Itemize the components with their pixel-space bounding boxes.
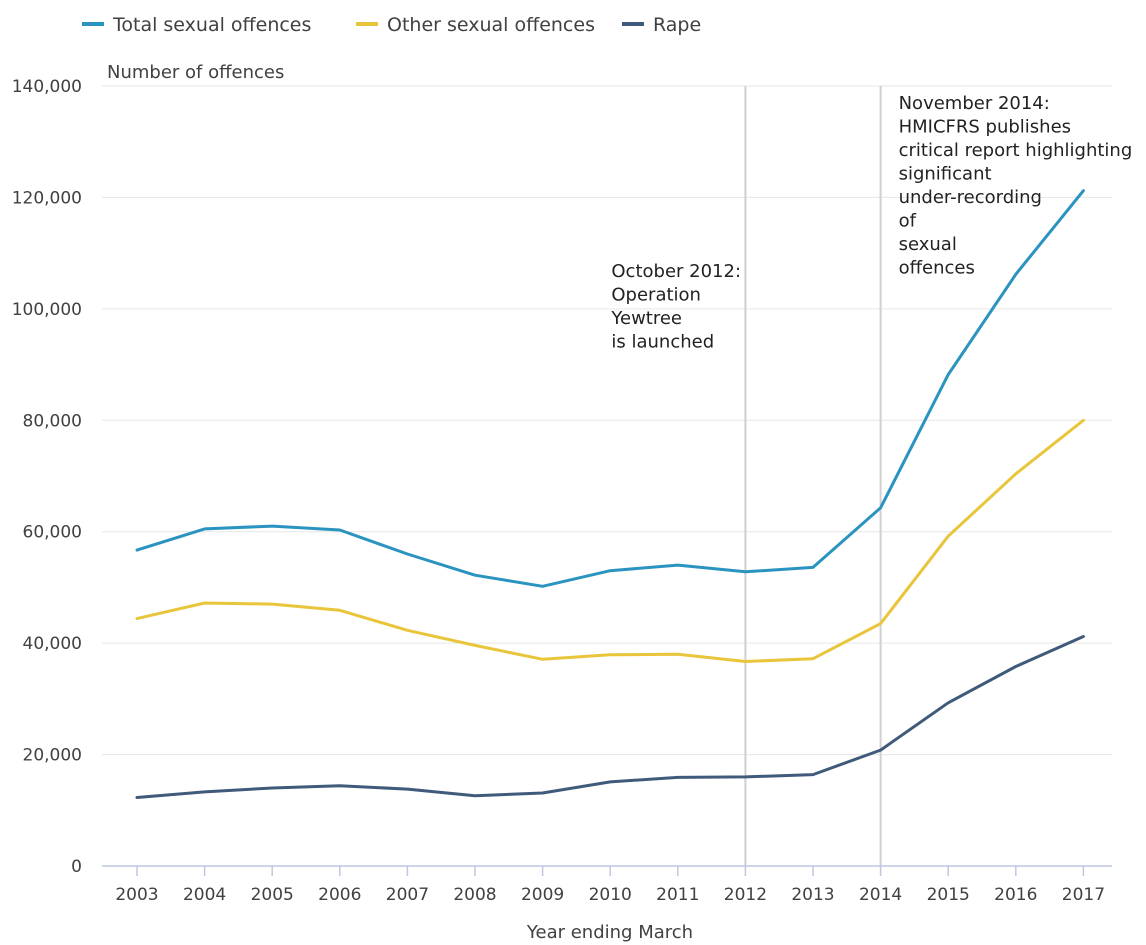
annotation-text: October 2012: Operation Yewtree is launched	[610, 261, 741, 353]
y-tick-label: 40,000	[23, 634, 82, 654]
y-tick-label: 60,000	[23, 523, 82, 543]
x-tick-label: 2013	[791, 885, 834, 905]
event-markers	[744, 86, 882, 866]
y-tick-label: 140,000	[12, 77, 82, 97]
x-tick-label: 2006	[318, 885, 361, 905]
x-tick-label: 2004	[183, 885, 226, 905]
x-tick-label: 2009	[521, 885, 564, 905]
x-tick-label: 2017	[1062, 885, 1105, 905]
series-lines	[135, 189, 1085, 799]
y-tick-label: 120,000	[12, 188, 82, 208]
series-line	[135, 635, 1085, 799]
series-line	[135, 189, 1085, 588]
x-tick-label: 2003	[115, 885, 158, 905]
y-axis-ticks: 0 20,000 40,000 60,000 80,000 100,000 120,000 1…	[12, 77, 82, 877]
x-tick-label: 2012	[724, 885, 767, 905]
y-tick-label: 100,000	[12, 300, 82, 320]
y-tick-label: 20,000	[23, 746, 82, 766]
legend-label: Other sexual offences	[387, 14, 595, 36]
x-tick-label: 2010	[589, 885, 632, 905]
y-tick-label: 80,000	[23, 411, 82, 431]
x-tick-label: 2011	[656, 885, 699, 905]
y-tick-label: 0	[71, 857, 82, 877]
legend-label: Total sexual offences	[112, 14, 311, 36]
series-line	[135, 418, 1085, 663]
x-tick-label: 2008	[453, 885, 496, 905]
x-tick-label: 2016	[994, 885, 1037, 905]
x-tick-label: 2014	[859, 885, 902, 905]
x-tick-label: 2007	[386, 885, 429, 905]
gridlines	[102, 85, 1112, 756]
chart-legend: Total sexual offences Other sexual offenc…	[82, 14, 701, 36]
x-tick-label: 2005	[251, 885, 294, 905]
annotation-text: November 2014: HMICFRS publishes critical …	[899, 93, 1133, 279]
legend-label: Rape	[653, 14, 701, 36]
annotations: October 2012: Operation Yewtree is launched…	[610, 93, 1132, 353]
x-axis-title: Year ending March	[526, 922, 693, 943]
x-tick-label: 2015	[927, 885, 970, 905]
y-axis-title: Number of offences	[107, 62, 284, 83]
x-axis: 2003 2004 2005 2006 2007 2008 2009 2010 2011 2012…	[102, 865, 1112, 905]
